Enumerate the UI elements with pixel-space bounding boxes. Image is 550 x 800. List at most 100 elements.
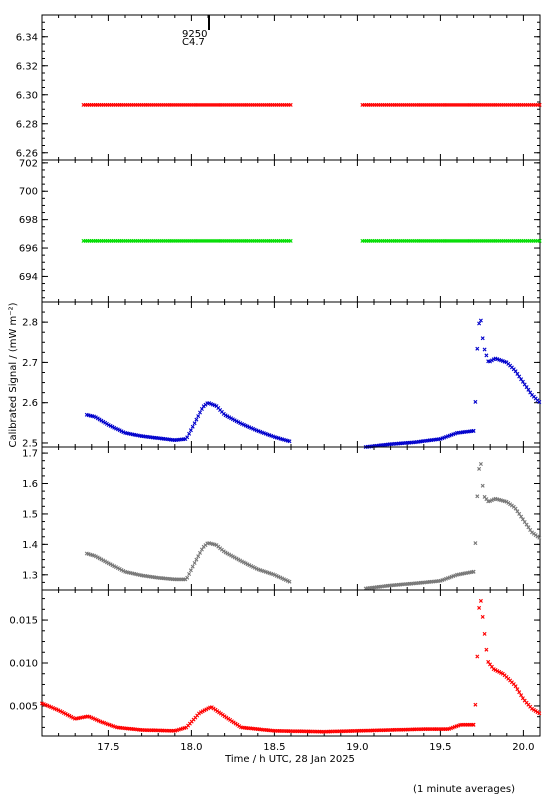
y-tick-label: 6.32	[16, 61, 38, 72]
panel-1: 6.26 6.28 6.30 6.32 6.34	[16, 14, 542, 161]
data-point	[194, 417, 199, 422]
series-segment	[363, 428, 476, 449]
data-point	[187, 572, 192, 576]
data-point	[519, 377, 524, 382]
y-tick-label: 1.5	[22, 509, 38, 520]
data-point	[513, 369, 518, 374]
data-point	[190, 564, 195, 569]
data-point	[477, 466, 482, 471]
data-point	[199, 547, 204, 552]
data-point	[198, 410, 202, 415]
data-point	[482, 631, 487, 636]
data-point	[520, 379, 525, 384]
footnote: (1 minute averages)	[413, 784, 515, 795]
data-point	[192, 561, 197, 565]
y-tick-label: 1.6	[22, 479, 38, 490]
data-point	[194, 557, 199, 562]
data-point	[288, 238, 293, 243]
y-tick-label: 2.6	[22, 398, 38, 409]
data-point	[196, 414, 201, 419]
data-point	[488, 359, 492, 364]
data-point	[473, 399, 478, 404]
data-point	[198, 550, 202, 555]
data-point	[537, 102, 542, 107]
series-segment	[84, 541, 292, 584]
x-tick-label: 17.5	[97, 742, 119, 753]
y-tick-label: 0.015	[9, 616, 38, 627]
data-point	[99, 418, 104, 423]
data-point	[513, 684, 518, 689]
data-point	[471, 722, 476, 727]
data-point	[473, 541, 478, 546]
data-point	[478, 462, 483, 466]
data-point	[537, 400, 542, 404]
y-tick-label: 696	[19, 244, 38, 255]
data-point	[515, 509, 520, 514]
data-point	[199, 407, 204, 411]
data-point	[196, 554, 201, 559]
data-point	[185, 575, 190, 580]
series-segment	[84, 401, 292, 444]
data-point	[185, 435, 190, 440]
data-point	[519, 514, 524, 519]
data-series	[40, 598, 542, 734]
y-tick-label: 700	[19, 187, 38, 198]
y-tick-label: 698	[19, 215, 38, 226]
data-series	[81, 238, 542, 243]
data-point	[524, 522, 529, 527]
data-point	[288, 102, 293, 107]
data-point	[526, 525, 531, 530]
data-point	[482, 347, 487, 352]
series-segment	[40, 701, 475, 734]
data-point	[478, 598, 483, 603]
y-tick-label: 1.7	[22, 449, 38, 460]
y-tick-label: 6.30	[16, 90, 38, 101]
data-point	[475, 654, 480, 659]
data-point	[517, 511, 522, 516]
data-point	[475, 346, 480, 351]
series-segment	[471, 318, 542, 433]
y-tick-label: 694	[19, 272, 38, 283]
series-segment	[471, 598, 542, 727]
series-segment	[360, 102, 542, 107]
y-tick-label: 2.7	[22, 358, 38, 369]
data-point	[517, 374, 522, 379]
y-axis-label: Calibrated Signal / (mW m⁻²)	[8, 302, 19, 447]
data-point	[515, 371, 520, 376]
x-tick-label: 18.5	[263, 742, 285, 753]
y-tick-label: 6.26	[16, 148, 38, 159]
data-series	[81, 102, 542, 107]
data-point	[526, 387, 531, 392]
data-point	[471, 569, 476, 574]
series-segment	[363, 569, 476, 591]
data-point	[477, 605, 482, 610]
y-tick-label: 0.005	[9, 701, 38, 712]
data-point	[287, 579, 292, 584]
y-tick-label: 702	[19, 158, 38, 169]
data-point	[478, 318, 483, 323]
y-tick-label: 0.010	[9, 659, 38, 670]
data-point	[190, 424, 195, 429]
data-point	[517, 690, 522, 695]
series-segment	[360, 238, 542, 243]
y-tick-label: 6.28	[16, 119, 38, 130]
data-point	[480, 614, 485, 619]
x-axis: 17.5 18.0 18.5 19.0 19.5 20.0	[97, 742, 534, 753]
data-point	[93, 415, 98, 420]
x-tick-label: 19.5	[429, 742, 451, 753]
y-tick-label: 2.8	[22, 318, 38, 329]
event-marker-label-top: 9250	[182, 29, 207, 40]
data-point	[187, 431, 192, 436]
data-point	[515, 687, 520, 692]
data-point	[188, 568, 193, 573]
data-point	[471, 428, 476, 433]
data-point	[484, 353, 489, 358]
y-tick-label: 6.34	[16, 32, 38, 43]
y-tick-label: 1.4	[22, 540, 38, 551]
y-tick-label: 1.3	[22, 570, 38, 581]
x-axis-label: Time / h UTC, 28 Jan 2025	[224, 754, 355, 765]
data-series	[84, 462, 542, 591]
y-tick-label: 2.5	[22, 438, 38, 449]
